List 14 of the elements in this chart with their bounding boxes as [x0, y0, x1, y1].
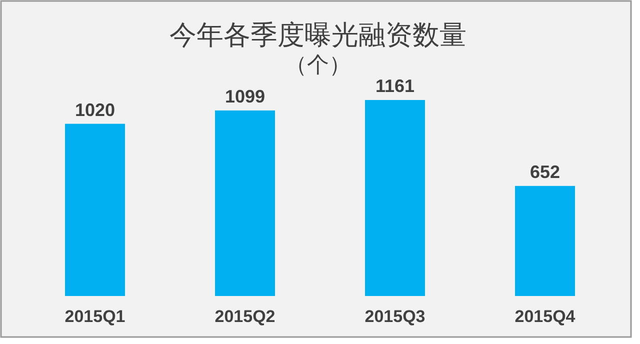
x-tick-label: 2015Q4 — [514, 307, 576, 326]
bar — [215, 110, 275, 296]
bar — [515, 186, 575, 296]
chart-title: 今年各季度曝光融资数量 — [170, 20, 466, 51]
x-tick-label: 2015Q1 — [64, 307, 126, 326]
data-label: 1099 — [224, 86, 266, 106]
data-label: 652 — [530, 162, 560, 182]
bar — [365, 100, 425, 296]
chart-subtitle: （个） — [285, 53, 351, 78]
x-tick-label: 2015Q2 — [214, 307, 276, 326]
data-label: 1020 — [74, 100, 116, 120]
data-label: 1161 — [375, 76, 415, 96]
x-tick-label: 2015Q3 — [364, 307, 426, 326]
bar — [65, 124, 125, 296]
